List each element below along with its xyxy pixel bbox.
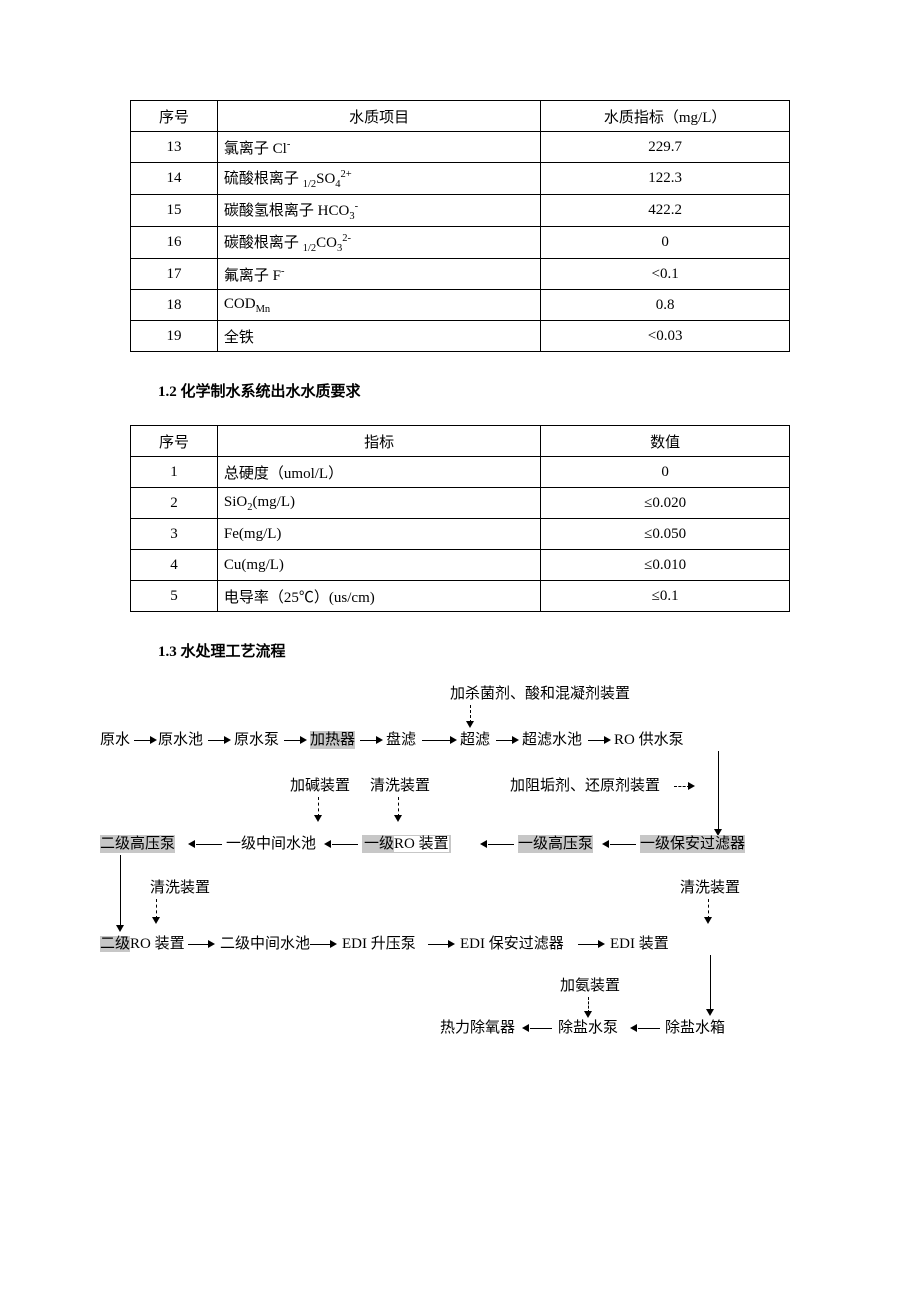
flow-ammonia: 加氨装置	[560, 977, 620, 995]
t2-h-item: 指标	[217, 426, 540, 457]
table-row: 19全铁<0.03	[131, 321, 790, 352]
t2-h-seq: 序号	[131, 426, 218, 457]
flow-r3-e: EDI 装置	[610, 935, 669, 953]
flow-r1-g: 超滤水池	[522, 731, 582, 749]
flow-r3-d: EDI 保安过滤器	[460, 935, 564, 953]
table-row: 13氯离子 Cl-229.7	[131, 132, 790, 163]
output-quality-table: 序号 指标 数值 1总硬度（umol/L）0 2SiO2(mg/L)≤0.020…	[130, 425, 790, 612]
flow-mid-c: 加阻垢剂、还原剂装置	[510, 777, 660, 795]
table-row: 2SiO2(mg/L)≤0.020	[131, 488, 790, 519]
flow-r4-c: 除盐水箱	[665, 1019, 725, 1037]
process-flowchart: 加杀菌剂、酸和混凝剂装置 原水 原水池 原水泵 加热器 盘滤 超滤 超滤水池 R…	[110, 685, 800, 1105]
flow-r1-c: 原水泵	[234, 731, 279, 749]
heading-1-2: 1.2 化学制水系统出水水质要求	[158, 380, 790, 401]
flow-mid-a: 加碱装置	[290, 777, 350, 795]
flow-r2-e: 一级保安过滤器	[640, 835, 745, 853]
flow-r4-b: 除盐水泵	[558, 1019, 618, 1037]
flow-r2-c: 一级RO 装置	[362, 835, 451, 853]
flow-r1-a: 原水	[100, 731, 130, 749]
table-row: 5电导率（25℃）(us/cm)≤0.1	[131, 581, 790, 612]
flow-mid-b: 清洗装置	[370, 777, 430, 795]
table-row: 3Fe(mg/L)≤0.050	[131, 519, 790, 550]
flow-r1-d: 加热器	[310, 731, 355, 749]
water-quality-table: 序号 水质项目 水质指标（mg/L） 13氯离子 Cl-229.7 14硫酸根离…	[130, 100, 790, 352]
flow-r2-d: 一级高压泵	[518, 835, 593, 853]
table-row: 4Cu(mg/L)≤0.010	[131, 550, 790, 581]
flow-r2-a: 二级高压泵	[100, 835, 175, 853]
table-row: 18CODMn0.8	[131, 290, 790, 321]
flow-r3-c: EDI 升压泵	[342, 935, 416, 953]
flow-wash-right: 清洗装置	[680, 879, 740, 897]
table-row: 14硫酸根离子 1/2SO42+122.3	[131, 163, 790, 195]
flow-top-additive: 加杀菌剂、酸和混凝剂装置	[450, 685, 630, 703]
t1-h-item: 水质项目	[217, 101, 540, 132]
t2-h-val: 数值	[541, 426, 790, 457]
heading-1-3: 1.3 水处理工艺流程	[158, 640, 790, 661]
table-row: 17氟离子 F-<0.1	[131, 259, 790, 290]
flow-r4-a: 热力除氧器	[440, 1019, 515, 1037]
t1-h-val: 水质指标（mg/L）	[541, 101, 790, 132]
flow-r1-b: 原水池	[158, 731, 203, 749]
table-row: 16碳酸根离子 1/2CO32-0	[131, 227, 790, 259]
flow-r1-h: RO 供水泵	[614, 731, 684, 749]
flow-r3-b: 二级中间水池	[220, 935, 310, 953]
table-row: 15碳酸氢根离子 HCO3-422.2	[131, 195, 790, 227]
table-row: 1总硬度（umol/L）0	[131, 457, 790, 488]
flow-r2-b: 一级中间水池	[226, 835, 316, 853]
flow-r1-f: 超滤	[460, 731, 490, 749]
flow-wash-left: 清洗装置	[150, 879, 210, 897]
t1-h-seq: 序号	[131, 101, 218, 132]
flow-r1-e: 盘滤	[386, 731, 416, 749]
flow-r3-a: 二级RO 装置	[100, 935, 185, 953]
